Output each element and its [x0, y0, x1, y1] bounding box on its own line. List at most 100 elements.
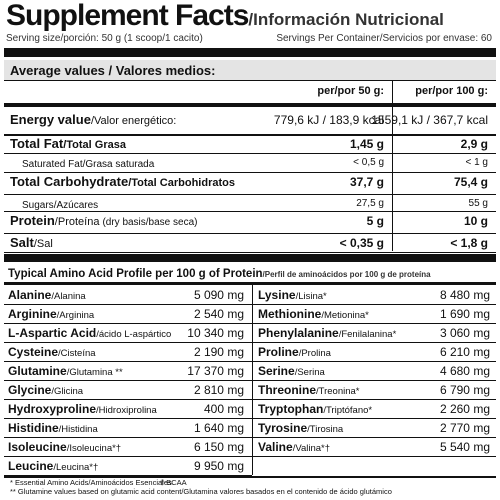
amino-label: Tyrosine/Tirosina [258, 420, 343, 438]
amino-label: Methionine/Metionina* [258, 306, 369, 324]
amino-label: Cysteine/Cisteína [8, 344, 96, 362]
value: 1559,1 kJ / 367,7 kcal [371, 113, 488, 127]
amino-name-es: /Glutamina ** [66, 367, 123, 378]
amino-label: Alanine/Alanina [8, 287, 86, 305]
nutrient-name-es: /Grasa saturada [82, 159, 155, 170]
amino-name: Tryptophan [258, 402, 324, 416]
amino-name-es: /Arginina [56, 310, 95, 321]
nutrient-name-es: /Proteína [54, 216, 100, 228]
nutrient-label: Protein/Proteína (dry basis/base seca) [10, 213, 197, 231]
rule [253, 418, 496, 419]
value: < 0,35 g [339, 236, 384, 250]
rule [4, 380, 252, 381]
thick-bar [4, 48, 496, 57]
amino-name: Glycine [8, 383, 52, 397]
amino-label: Threonine/Treonina* [258, 382, 360, 400]
amino-value: 2 810 mg [193, 383, 244, 397]
amino-label: Histidine/Histidina [8, 420, 98, 438]
amino-label: Serine/Serina [258, 363, 325, 381]
amino-name-es: /Hidroxiprolina [96, 405, 157, 416]
amino-name: Serine [258, 364, 295, 378]
rule [253, 437, 496, 438]
nutrient-label: Total Carbohydrate/Total Carbohidratos [10, 174, 235, 191]
thick-bar [4, 254, 496, 262]
footnote: ** Glutamine values based on glutamic ac… [10, 487, 392, 496]
value: 37,7 g [349, 175, 384, 189]
amino-label: Glutamine/Glutamina ** [8, 363, 123, 381]
amino-name: Proline [258, 345, 299, 359]
amino-name-es: /Alanina [51, 291, 86, 302]
nutrient-name-es: /Sal [33, 238, 53, 250]
amino-name: Methionine [258, 307, 322, 321]
amino-value: 1 690 mg [439, 307, 490, 321]
amino-name-es: /Fenilalanina* [338, 329, 397, 340]
amino-name-es: /Metionina* [321, 310, 369, 321]
rule [253, 399, 496, 400]
amino-label: Lysine/Lisina* [258, 287, 327, 305]
value: < 1 g [465, 157, 488, 168]
col-head: per/por 50 g: [317, 85, 384, 97]
amino-name: Glutamine [8, 364, 67, 378]
rule [253, 380, 496, 381]
nutrient-label: Sugars/Azúcares [22, 196, 98, 214]
value: 1,45 g [349, 137, 384, 151]
nutrient-label: Salt/Sal [10, 235, 53, 252]
rule [4, 323, 252, 324]
amino-value: 2 770 mg [439, 421, 490, 435]
value: 55 g [468, 198, 488, 209]
nutrient-label: Total Fat/Total Grasa [10, 136, 126, 153]
amino-label: L-Aspartic Acid/ácido L-aspártico [8, 325, 171, 343]
title-line: Supplement Facts/Información Nutricional [6, 0, 444, 32]
amino-value: 400 mg [203, 402, 244, 416]
footnote: † BCAA [160, 478, 187, 487]
amino-label: Phenylalanine/Fenilalanina* [258, 325, 396, 343]
amino-value: 6 150 mg [193, 440, 244, 454]
col-head: per/por 100 g: [415, 85, 488, 97]
value: 10 g [463, 214, 488, 228]
amino-name: Alanine [8, 288, 52, 302]
heading: Average values / Valores medios: [10, 63, 216, 78]
amino-name: L-Aspartic Acid [8, 326, 97, 340]
amino-value: 8 480 mg [439, 288, 490, 302]
amino-value: 4 680 mg [439, 364, 490, 378]
nutrient-name-es: /Total Carbohidratos [128, 177, 235, 189]
amino-subtitle: /Perfil de aminoácidos por 100 g de prot… [262, 270, 431, 279]
amino-name-es: /Histidina [58, 424, 98, 435]
amino-name: Histidine [8, 421, 59, 435]
rule [4, 418, 252, 419]
rule [4, 437, 252, 438]
amino-name-es: /Leucina*† [53, 462, 99, 473]
amino-name-es: /ácido L-aspártico [96, 329, 172, 340]
rule [253, 323, 496, 324]
nutrient-name-es: /Valor energético: [90, 115, 177, 127]
nutrient-name: Salt [10, 235, 34, 250]
amino-name: Tyrosine [258, 421, 308, 435]
rule [4, 80, 496, 81]
amino-title: Typical Amino Acid Profile per 100 g of … [8, 268, 263, 280]
amino-value: 6 210 mg [439, 345, 490, 359]
amino-name-es: /Glicina [51, 386, 84, 397]
amino-label: Arginine/Arginina [8, 306, 94, 324]
col-line [252, 285, 253, 475]
amino-name-es: /Lisina* [295, 291, 327, 302]
serving: Serving size/porción: 50 g (1 scoop/1 ca… [6, 33, 203, 44]
amino-name: Threonine [258, 383, 317, 397]
amino-name: Cysteine [8, 345, 59, 359]
amino-label: Tryptophan/Triptófano* [258, 401, 372, 419]
amino-name-es: /Triptófano* [323, 405, 373, 416]
value: < 0,5 g [353, 157, 384, 168]
amino-value: 2 540 mg [193, 307, 244, 321]
amino-name-es: /Isoleucina*† [66, 443, 122, 454]
rule [4, 134, 496, 136]
rule [4, 361, 252, 362]
subtitle: /Información Nutricional [248, 10, 444, 29]
amino-name: Hydroxyproline [8, 402, 97, 416]
value: < 1,8 g [450, 236, 488, 250]
amino-value: 2 260 mg [439, 402, 490, 416]
col-line [392, 81, 393, 251]
nutrient-name: Saturated Fat [22, 159, 83, 170]
amino-value: 17 370 mg [187, 364, 244, 378]
title: Supplement Facts [6, 0, 249, 32]
amino-value: 9 950 mg [193, 459, 244, 473]
